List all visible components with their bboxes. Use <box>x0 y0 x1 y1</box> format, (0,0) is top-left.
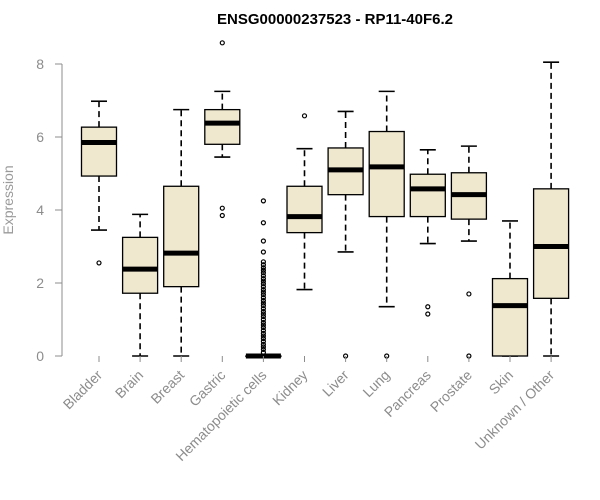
outlier-point <box>260 303 266 309</box>
outlier-point <box>260 292 266 298</box>
outlier-point <box>260 295 266 301</box>
outlier-point <box>260 289 266 295</box>
outlier-point <box>260 284 266 290</box>
outlier-point <box>260 338 266 344</box>
outlier-point <box>260 308 266 315</box>
outlier-point <box>219 40 225 46</box>
outlier-point <box>260 330 266 336</box>
box-bladder <box>80 100 118 266</box>
chart-title: ENSG00000237523 - RP11-40F6.2 <box>217 11 453 28</box>
outlier-point <box>260 344 266 350</box>
box-hematopoietic-cells <box>245 198 282 359</box>
iqr-box <box>409 173 446 218</box>
box-unknown-other <box>532 61 570 357</box>
x-tick-label: Lung <box>359 367 392 400</box>
outlier-point <box>260 311 266 317</box>
iqr-box <box>532 188 570 299</box>
iqr-box <box>121 236 159 294</box>
iqr-box <box>491 277 529 357</box>
box-skin <box>491 220 529 357</box>
outlier-point <box>260 335 266 342</box>
box-pancreas <box>409 148 446 317</box>
box-gastric <box>204 40 241 219</box>
outlier-point <box>219 205 225 211</box>
x-tick-label: Bladder <box>60 367 106 413</box>
box-group <box>80 40 570 359</box>
outlier-point <box>260 297 266 304</box>
iqr-box <box>368 130 405 218</box>
outlier-point <box>260 313 266 320</box>
outlier-point <box>260 346 266 353</box>
y-tick-label: 8 <box>36 56 44 72</box>
outlier-point <box>260 273 266 279</box>
outlier-point <box>260 265 266 271</box>
box-breast <box>163 108 200 357</box>
x-tick-label: Breast <box>147 367 187 407</box>
y-axis: 0 2 4 6 8 <box>36 56 63 364</box>
outlier-point <box>260 300 266 306</box>
x-tick-label: Prostate <box>427 367 475 415</box>
outlier-point <box>260 249 266 255</box>
outlier-point <box>260 286 266 293</box>
box-kidney <box>286 113 323 291</box>
outlier-point <box>260 316 266 323</box>
outlier-point <box>260 333 266 339</box>
box-brain <box>121 213 159 357</box>
outlier-point <box>219 212 225 219</box>
outlier-point <box>260 238 266 244</box>
iqr-box <box>80 126 118 177</box>
outlier-point <box>96 260 102 266</box>
outlier-point <box>260 267 266 273</box>
outlier-point <box>301 113 308 119</box>
iqr-box <box>163 185 200 288</box>
outlier-point <box>260 220 266 226</box>
outlier-point <box>260 276 266 282</box>
box-liver <box>327 110 364 359</box>
outlier-point <box>260 327 266 334</box>
x-tick-label: Skin <box>486 367 517 398</box>
outlier-point <box>260 281 266 287</box>
outlier-point <box>425 311 431 317</box>
iqr-box <box>204 108 241 145</box>
outlier-point <box>260 324 266 331</box>
iqr-box <box>286 185 323 234</box>
outlier-point <box>260 270 266 276</box>
y-axis-label: Expression <box>0 165 16 234</box>
outlier-point <box>260 349 266 355</box>
outlier-point <box>260 341 266 347</box>
y-tick-label: 6 <box>36 129 44 145</box>
y-tick-label: 4 <box>36 202 44 218</box>
outlier-point <box>260 259 266 265</box>
y-tick-label: 0 <box>36 348 44 364</box>
outlier-point <box>260 305 266 312</box>
y-tick-label: 2 <box>36 275 44 291</box>
outlier-point <box>466 291 472 297</box>
x-tick-label: Brain <box>112 367 146 401</box>
outlier-point <box>260 262 266 268</box>
x-tick-label: Liver <box>319 367 352 400</box>
outlier-point <box>260 319 266 326</box>
outlier-point <box>260 322 266 328</box>
box-prostate <box>450 145 488 359</box>
outlier-point <box>425 304 431 310</box>
outlier-point <box>260 278 266 284</box>
x-tick-label: Kidney <box>269 367 311 409</box>
outlier-point <box>260 198 266 204</box>
box-lung <box>368 90 405 359</box>
